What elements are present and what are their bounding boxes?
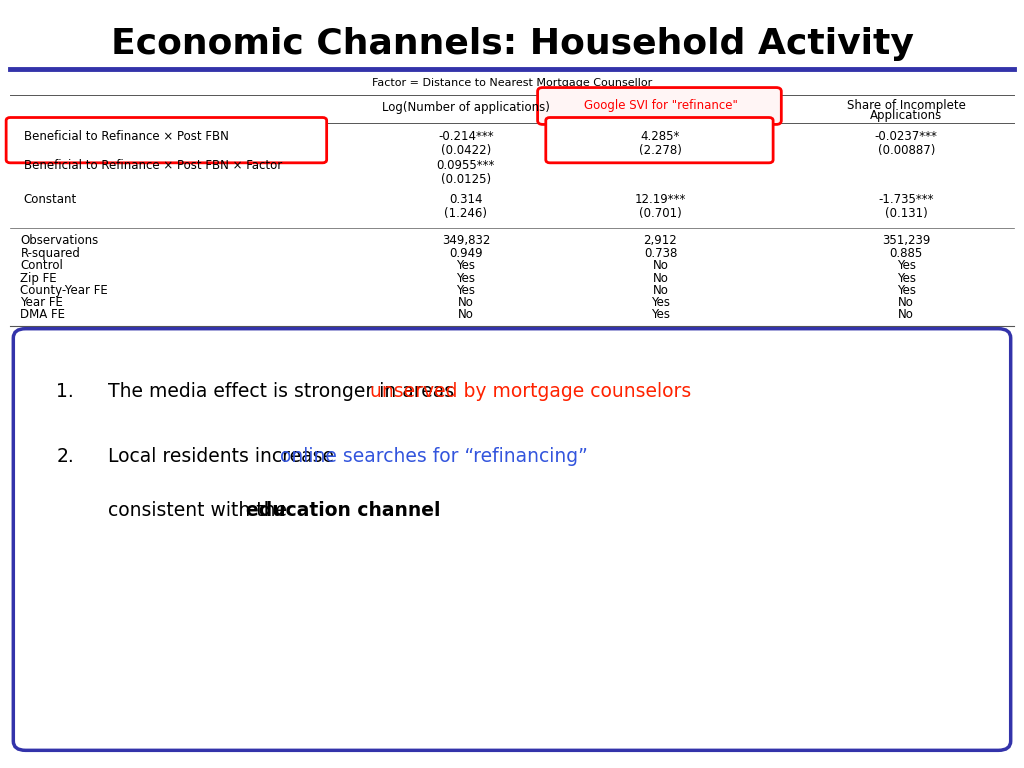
Text: Log(Number of applications): Log(Number of applications) (382, 101, 550, 114)
Text: Year FE: Year FE (20, 296, 63, 309)
Text: unserved by mortgage counselors: unserved by mortgage counselors (371, 382, 691, 401)
Text: No: No (652, 284, 669, 296)
Text: Local residents increase: Local residents increase (108, 448, 340, 466)
Text: No: No (458, 309, 474, 321)
FancyBboxPatch shape (13, 329, 1011, 750)
Text: (0.0422): (0.0422) (440, 144, 492, 157)
Text: The media effect is stronger in areas: The media effect is stronger in areas (108, 382, 460, 401)
Text: Yes: Yes (897, 284, 915, 296)
FancyBboxPatch shape (6, 118, 327, 163)
Text: Yes: Yes (651, 296, 670, 309)
Text: (0.131): (0.131) (885, 207, 928, 220)
Text: Yes: Yes (651, 309, 670, 321)
Text: (1.246): (1.246) (444, 207, 487, 220)
Text: County-Year FE: County-Year FE (20, 284, 109, 296)
Text: Yes: Yes (897, 260, 915, 272)
Text: Beneficial to Refinance × Post FBN: Beneficial to Refinance × Post FBN (24, 131, 228, 143)
Text: No: No (652, 272, 669, 284)
Text: -1.735***: -1.735*** (879, 194, 934, 206)
Text: Yes: Yes (457, 272, 475, 284)
Text: No: No (652, 260, 669, 272)
FancyBboxPatch shape (538, 88, 781, 124)
Text: Constant: Constant (24, 194, 77, 206)
Text: 1.: 1. (56, 382, 74, 401)
Text: Google SVI for "refinance": Google SVI for "refinance" (584, 100, 737, 112)
Text: Share of Incomplete: Share of Incomplete (847, 99, 966, 112)
Text: (0.00887): (0.00887) (878, 144, 935, 157)
Text: Economic Channels: Household Activity: Economic Channels: Household Activity (111, 27, 913, 61)
Text: R-squared: R-squared (20, 247, 80, 260)
Text: No: No (458, 296, 474, 309)
Text: 349,832: 349,832 (441, 234, 490, 247)
Text: Yes: Yes (897, 272, 915, 284)
Text: Beneficial to Refinance × Post FBN × Factor: Beneficial to Refinance × Post FBN × Fac… (24, 160, 282, 172)
Text: Zip FE: Zip FE (20, 272, 57, 284)
Text: 0.0955***: 0.0955*** (436, 160, 496, 172)
Text: Observations: Observations (20, 234, 98, 247)
Text: Yes: Yes (457, 284, 475, 296)
Text: Applications: Applications (870, 109, 942, 122)
Text: 0.738: 0.738 (644, 247, 677, 260)
Text: DMA FE: DMA FE (20, 309, 66, 321)
Text: Control: Control (20, 260, 63, 272)
Text: education channel: education channel (246, 502, 440, 520)
Text: -0.214***: -0.214*** (438, 131, 494, 143)
Text: 351,239: 351,239 (882, 234, 931, 247)
Text: 2.: 2. (56, 448, 74, 466)
Text: (0.0125): (0.0125) (441, 174, 490, 186)
Text: Factor = Distance to Nearest Mortgage Counsellor: Factor = Distance to Nearest Mortgage Co… (372, 78, 652, 88)
Text: (2.278): (2.278) (639, 144, 682, 157)
Text: 4.285*: 4.285* (641, 131, 680, 143)
FancyBboxPatch shape (546, 118, 773, 163)
Text: 0.949: 0.949 (450, 247, 482, 260)
Text: 12.19***: 12.19*** (635, 194, 686, 206)
Text: online searches for “refinancing”: online searches for “refinancing” (281, 448, 588, 466)
Text: No: No (898, 309, 914, 321)
Text: 0.885: 0.885 (890, 247, 923, 260)
Text: 2,912: 2,912 (644, 234, 677, 247)
Text: -0.0237***: -0.0237*** (874, 131, 938, 143)
Text: consistent with the: consistent with the (108, 502, 293, 520)
Text: Yes: Yes (457, 260, 475, 272)
Text: (0.701): (0.701) (639, 207, 682, 220)
Text: 0.314: 0.314 (450, 194, 482, 206)
Text: No: No (898, 296, 914, 309)
